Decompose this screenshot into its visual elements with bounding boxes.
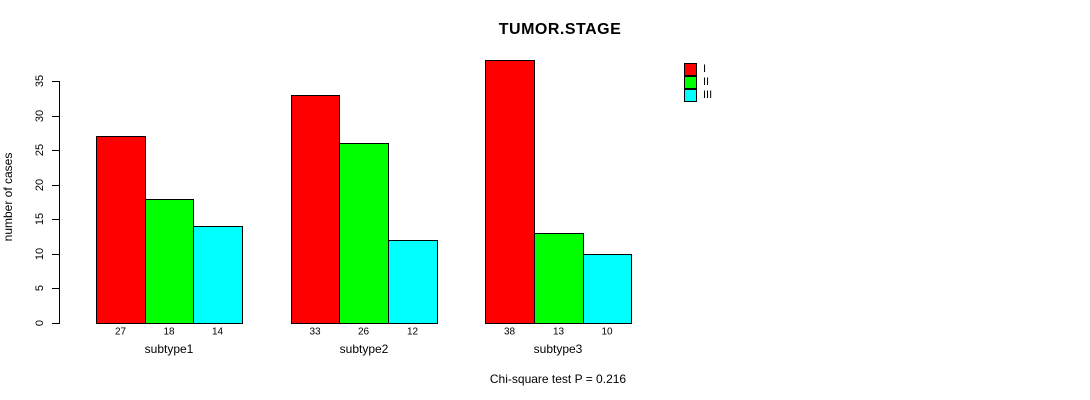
y-axis-tick-label: 0 xyxy=(34,319,46,327)
category-label: subtype3 xyxy=(533,342,583,356)
y-axis-line xyxy=(59,81,60,324)
bar-value-label: 12 xyxy=(406,326,419,338)
bar-value-label: 38 xyxy=(503,326,516,338)
bar-value-label: 27 xyxy=(114,326,127,338)
bar-stage-I-subtype2 xyxy=(291,95,340,324)
bar-stage-I-subtype3 xyxy=(485,60,535,324)
y-axis-tick xyxy=(52,288,59,289)
y-axis-tick xyxy=(52,185,59,186)
bar-stage-II-subtype2 xyxy=(339,143,389,324)
y-axis-tick-label: 5 xyxy=(34,284,46,292)
bar-stage-II-subtype3 xyxy=(534,233,584,324)
bar-value-label: 13 xyxy=(552,326,565,338)
y-axis-label: number of cases xyxy=(1,152,15,242)
y-axis-tick xyxy=(52,219,59,220)
y-axis-tick-label: 10 xyxy=(34,247,46,261)
y-axis-tick xyxy=(52,323,59,324)
bar-value-label: 33 xyxy=(309,326,321,338)
legend-label: III xyxy=(703,89,713,101)
legend-item-II: II xyxy=(684,76,709,89)
bar-stage-I-subtype1 xyxy=(96,136,146,324)
bar-value-label: 26 xyxy=(357,326,370,338)
y-axis-tick-label: 35 xyxy=(34,74,46,88)
category-label: subtype1 xyxy=(144,342,194,356)
y-axis-tick-label: 25 xyxy=(34,143,46,157)
bar-stage-III-subtype2 xyxy=(388,240,438,324)
legend-item-I: I xyxy=(684,63,706,76)
y-axis-tick xyxy=(52,150,59,151)
legend-swatch-II xyxy=(684,76,697,89)
legend-swatch-III xyxy=(684,89,697,102)
y-axis-tick-label: 30 xyxy=(34,109,46,123)
legend-label: II xyxy=(703,76,710,88)
chi-square-note: Chi-square test P = 0.216 xyxy=(489,372,627,386)
y-axis-tick xyxy=(52,81,59,82)
category-label: subtype2 xyxy=(339,342,389,356)
y-axis-tick xyxy=(52,254,59,255)
y-axis-tick xyxy=(52,116,59,117)
bar-stage-III-subtype3 xyxy=(583,254,632,324)
y-axis-tick-label: 15 xyxy=(34,212,46,226)
legend-swatch-I xyxy=(684,63,697,76)
legend-item-III: III xyxy=(684,89,712,102)
bar-value-label: 10 xyxy=(601,326,613,338)
chart-title: TUMOR.STAGE xyxy=(498,21,622,38)
bar-value-label: 14 xyxy=(211,326,224,338)
bar-value-label: 18 xyxy=(163,326,175,338)
bar-stage-II-subtype1 xyxy=(145,199,194,324)
y-axis-tick-label: 20 xyxy=(34,178,46,192)
legend-label: I xyxy=(703,63,707,75)
bar-stage-III-subtype1 xyxy=(193,226,243,324)
